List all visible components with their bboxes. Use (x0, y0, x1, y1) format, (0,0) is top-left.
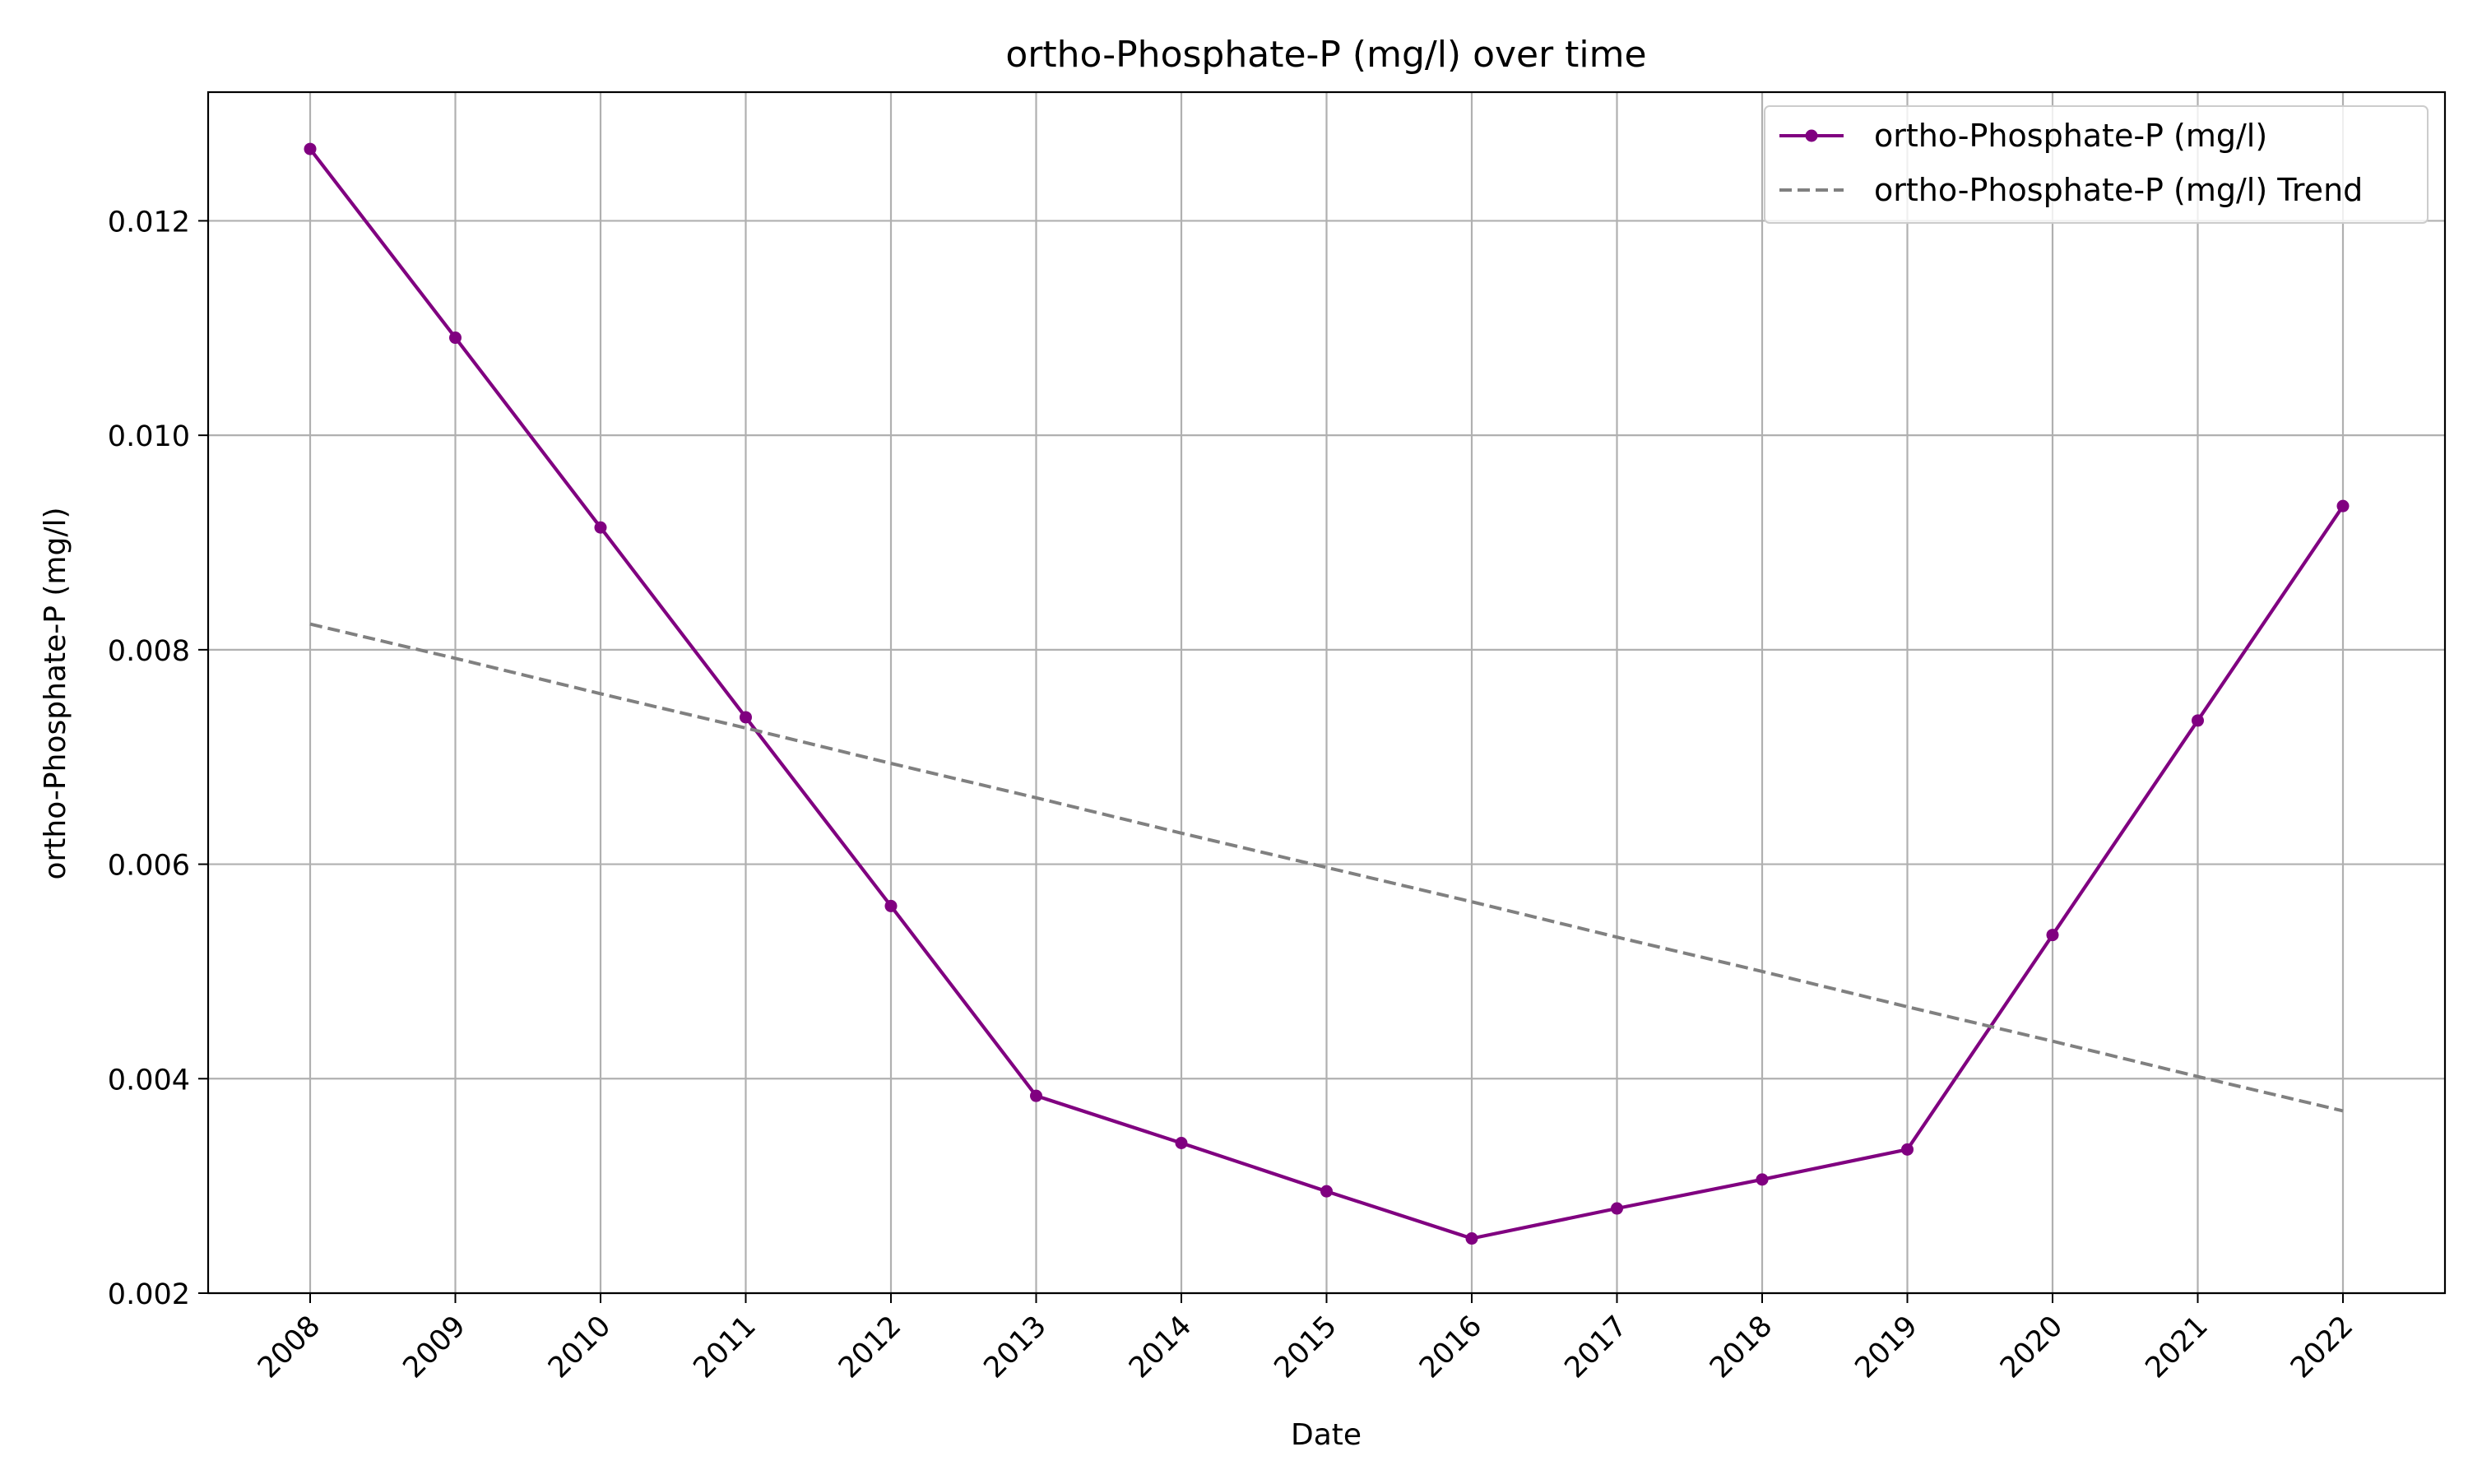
y-tick-label: 0.012 (108, 206, 190, 239)
series-point-0 (1175, 1137, 1188, 1149)
chart-title: ortho-Phosphate-P (mg/l) over time (1005, 34, 1646, 76)
legend: ortho-Phosphate-P (mg/l) ortho-Phosphate-… (1764, 105, 2429, 224)
series-point-0 (2192, 714, 2204, 727)
series-point-0 (304, 142, 317, 155)
legend-marker-0 (1805, 129, 1818, 142)
series-point-0 (2046, 929, 2059, 942)
x-axis-label: Date (1291, 1418, 1362, 1452)
legend-box (1764, 105, 2429, 224)
series-point-0 (1901, 1143, 1914, 1156)
series-point-0 (1465, 1232, 1478, 1245)
legend-label-0: ortho-Phosphate-P (mg/l) (1874, 118, 2267, 154)
y-tick-label: 0.010 (108, 420, 190, 453)
plot-frame (206, 90, 2447, 1295)
series-point-0 (594, 521, 607, 534)
series-point-0 (1320, 1185, 1333, 1198)
series-point-0 (2336, 499, 2350, 512)
series-point-0 (740, 711, 752, 724)
y-tick-label: 0.008 (108, 635, 190, 668)
y-axis-label: ortho-Phosphate-P (mg/l) (39, 507, 72, 879)
series-point-0 (1756, 1173, 1769, 1186)
y-tick-label: 0.004 (108, 1064, 190, 1097)
series-line-1 (309, 622, 2344, 1113)
legend-label-1: ortho-Phosphate-P (mg/l) Trend (1874, 172, 2363, 208)
series-point-0 (1611, 1202, 1623, 1215)
series-point-0 (449, 332, 462, 345)
y-tick-label: 0.002 (108, 1278, 190, 1311)
series-point-0 (884, 899, 898, 912)
y-tick-label: 0.006 (108, 850, 190, 883)
series-point-0 (1030, 1089, 1042, 1102)
